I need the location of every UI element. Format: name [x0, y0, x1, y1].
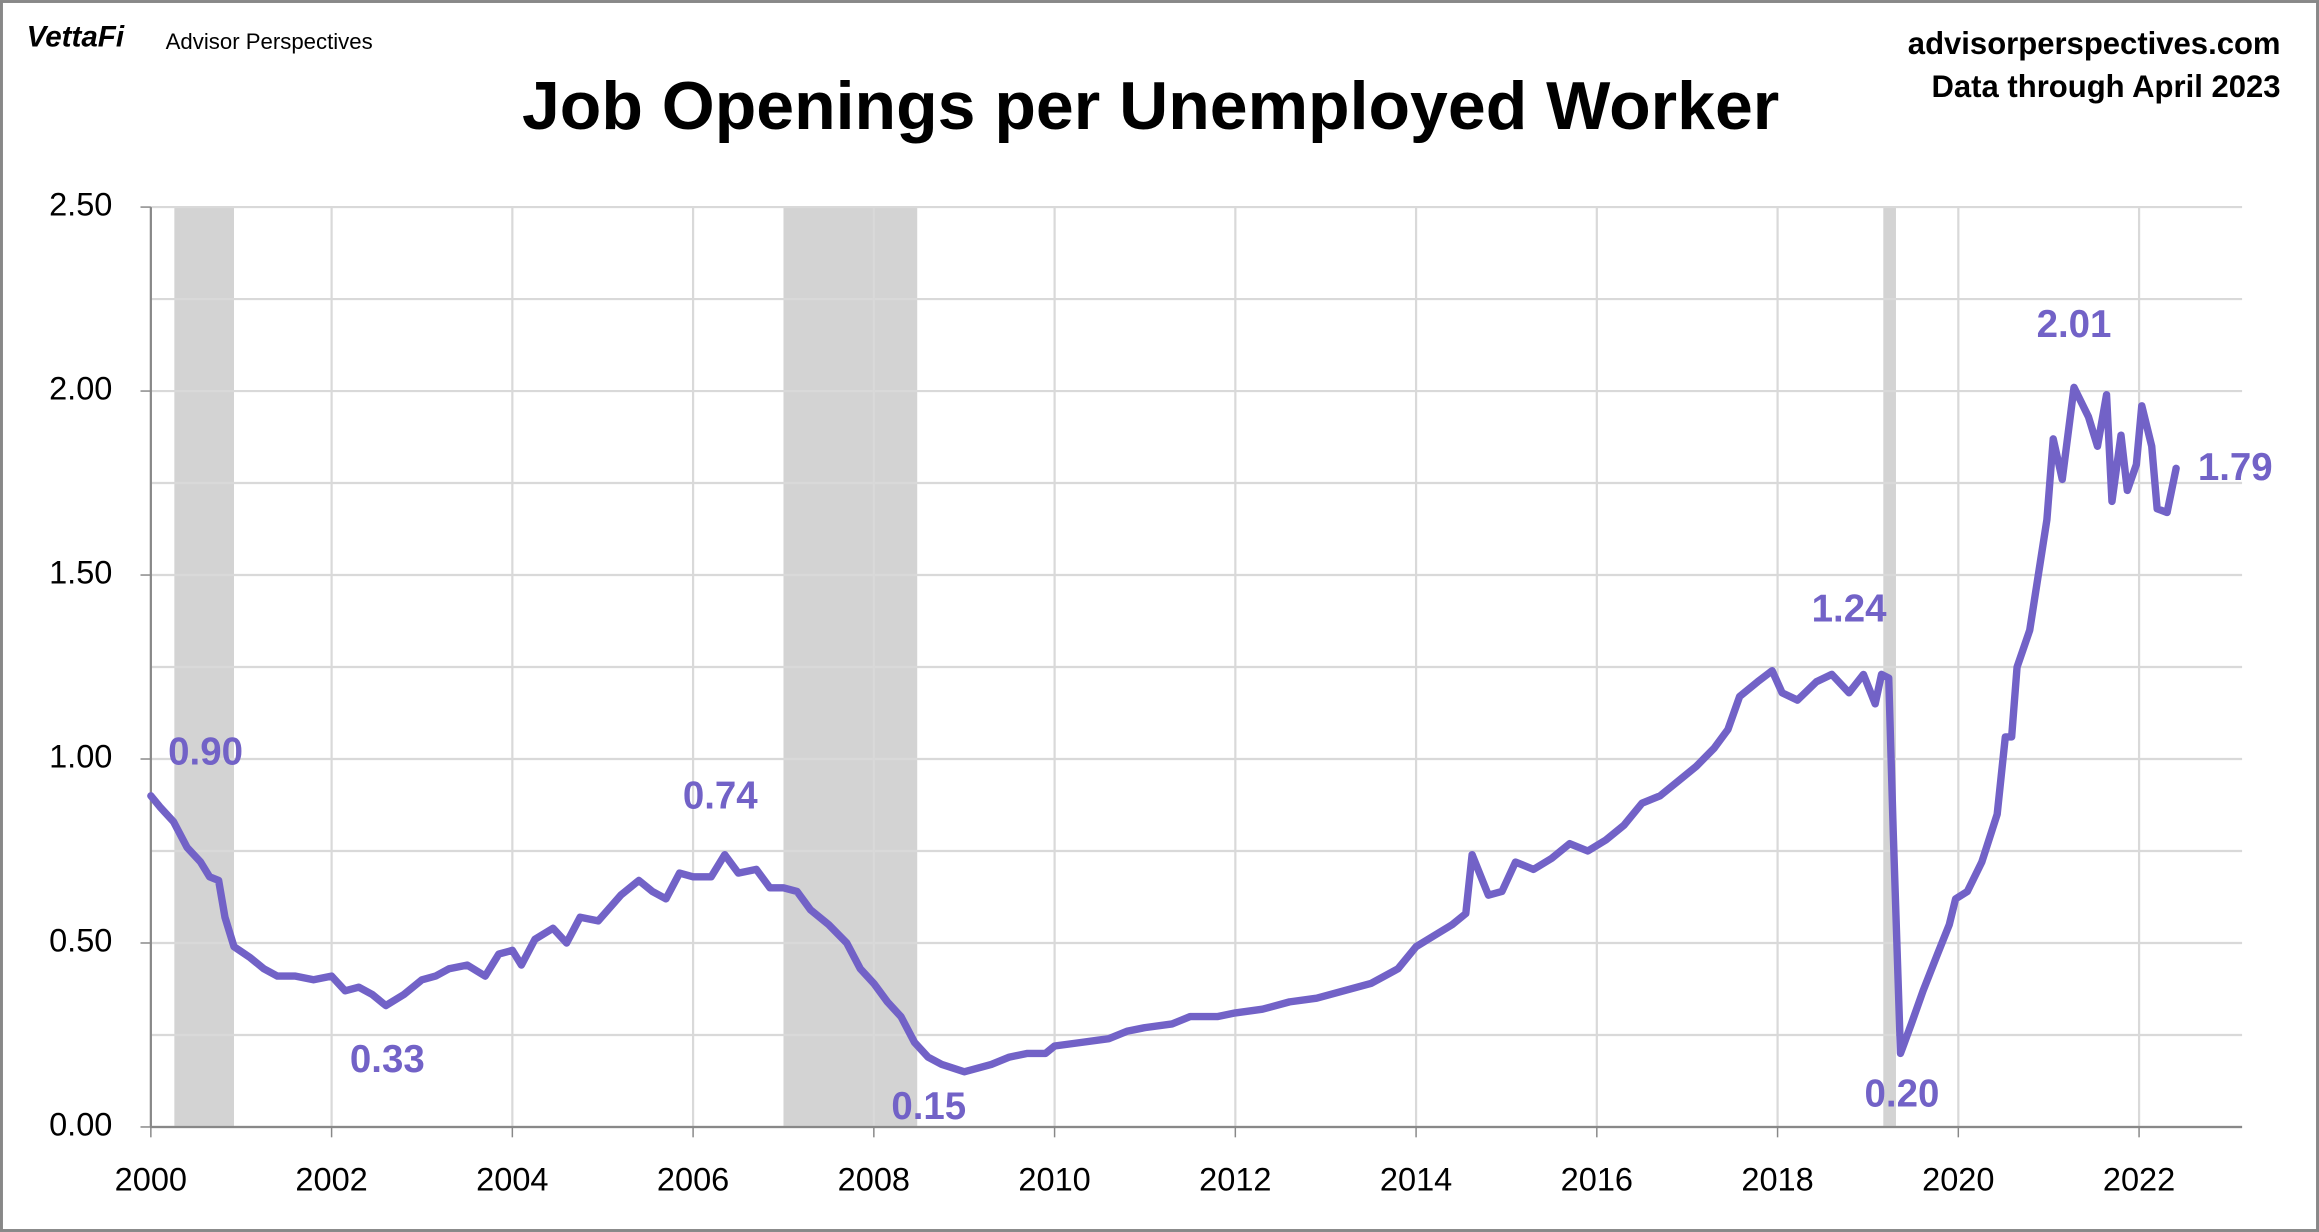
note: Data through April 2023: [1931, 69, 2280, 104]
data-label: 0.90: [168, 731, 243, 774]
x-tick-label: 2000: [115, 1161, 187, 1197]
publisher: Advisor Perspectives: [166, 29, 373, 54]
brand: VettaFi: [27, 20, 125, 53]
x-tick-label: 2016: [1561, 1161, 1633, 1197]
y-tick-label: 1.50: [49, 555, 112, 591]
x-tick-label: 2008: [838, 1161, 910, 1197]
y-tick-label: 0.50: [49, 923, 112, 959]
chart-title: Job Openings per Unemployed Worker: [522, 68, 1779, 144]
data-label: 0.15: [891, 1085, 966, 1128]
y-tick-label: 2.00: [49, 371, 112, 407]
data-label: 0.33: [350, 1038, 425, 1081]
data-label: 0.74: [683, 775, 758, 818]
x-tick-label: 2020: [1922, 1161, 1994, 1197]
x-tick-label: 2012: [1199, 1161, 1271, 1197]
plot-area: 0.00 0.50 1.00 1.50 2.00 2.50 2000 2002 2004 2006…: [49, 187, 2273, 1198]
data-label: 1.24: [1812, 588, 1887, 631]
x-tick-label: 2010: [1018, 1161, 1090, 1197]
x-tick-label: 2006: [657, 1161, 729, 1197]
data-label: 0.20: [1865, 1072, 1940, 1115]
data-label: 1.79: [2198, 446, 2273, 489]
x-tick-label: 2014: [1380, 1161, 1452, 1197]
data-label: 2.01: [2037, 303, 2112, 346]
x-tick-label: 2022: [2103, 1161, 2175, 1197]
y-tick-label: 2.50: [49, 187, 112, 223]
x-tick-label: 2004: [476, 1161, 548, 1197]
x-tick-label: 2018: [1741, 1161, 1813, 1197]
data-line: [147, 383, 2180, 1076]
x-tick-label: 2002: [295, 1161, 367, 1197]
y-tick-label: 1.00: [49, 739, 112, 775]
website: advisorperspectives.com: [1908, 26, 2281, 61]
y-tick-label: 0.00: [49, 1107, 112, 1143]
